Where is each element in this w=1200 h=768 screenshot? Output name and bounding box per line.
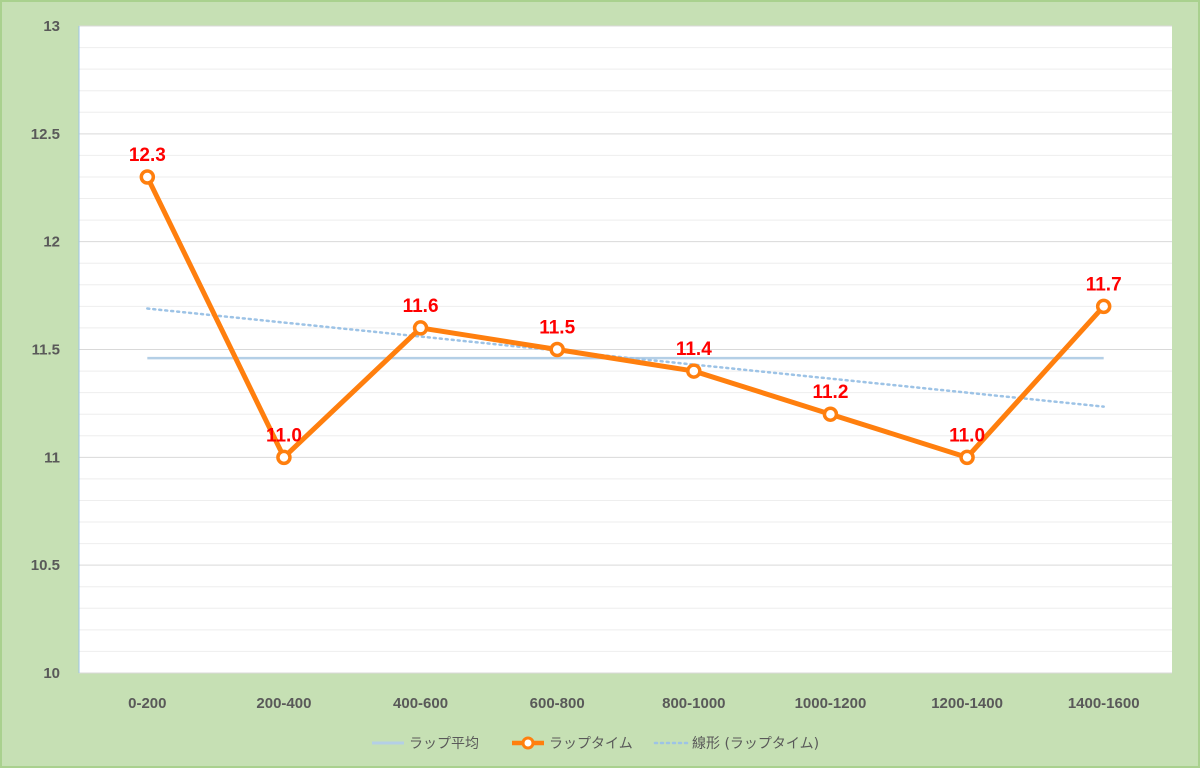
series-linear-trend (146, 307, 1105, 408)
legend: ラップ平均 ラップタイム 線形 (ラップタイム) (372, 736, 819, 752)
y-tick-label: 11.5 (32, 342, 60, 359)
data-label: 11.2 (812, 382, 848, 403)
data-label: 11.7 (1086, 274, 1122, 295)
y-tick-label: 11 (44, 449, 60, 466)
lap-time-point (959, 449, 975, 466)
y-tick-label: 10 (43, 665, 60, 682)
lap-time-point (822, 406, 839, 422)
major-gridlines (79, 25, 1172, 674)
legend-label-trend: 線形 (ラップタイム) (692, 736, 819, 752)
legend-label-lap-time: ラップタイム (549, 736, 633, 752)
x-tick-label: 0-200 (128, 695, 166, 712)
data-label: 11.4 (676, 339, 712, 360)
x-tick-label: 400-600 (393, 695, 448, 712)
x-tick-label: 1400-1600 (1068, 695, 1140, 712)
x-tick-label: 1000-1200 (795, 695, 867, 712)
lap-time-point (412, 320, 429, 336)
lap-time-point (276, 449, 292, 466)
lap-time-line (145, 175, 1106, 460)
data-label: 11.0 (266, 425, 302, 446)
y-tick-label: 12 (43, 234, 60, 251)
data-label: 11.0 (949, 425, 985, 446)
y-tick-label: 12.5 (31, 126, 60, 143)
minor-gridlines (79, 47, 1172, 652)
lap-time-point (1095, 298, 1112, 315)
x-axis-ticks: 0-200 200-400 400-600 600-800 800-1000 1000-1… (128, 695, 1139, 712)
legend-marker-lap-time (521, 736, 535, 750)
x-tick-label: 800-1000 (662, 695, 725, 712)
series-lap-time (139, 169, 1112, 466)
data-label: 11.5 (539, 318, 575, 339)
data-label: 11.6 (403, 296, 439, 317)
x-tick-label: 1200-1400 (931, 695, 1003, 712)
lap-time-point (549, 341, 565, 358)
data-labels: 12.3 11.0 11.6 11.5 11.4 11.2 11.0 11.7 (129, 145, 1122, 446)
x-tick-label: 200-400 (256, 695, 311, 712)
y-tick-label: 10.5 (31, 557, 60, 574)
lap-time-point (686, 363, 702, 379)
y-axis-ticks: 10 10.5 11 11.5 12 12.5 13 (31, 18, 60, 682)
lap-time-point (139, 169, 156, 185)
data-label: 12.3 (129, 145, 166, 166)
y-tick-label: 13 (43, 18, 60, 35)
trend-line (146, 307, 1105, 408)
x-tick-label: 600-800 (530, 695, 585, 712)
legend-label-average: ラップ平均 (409, 736, 479, 752)
